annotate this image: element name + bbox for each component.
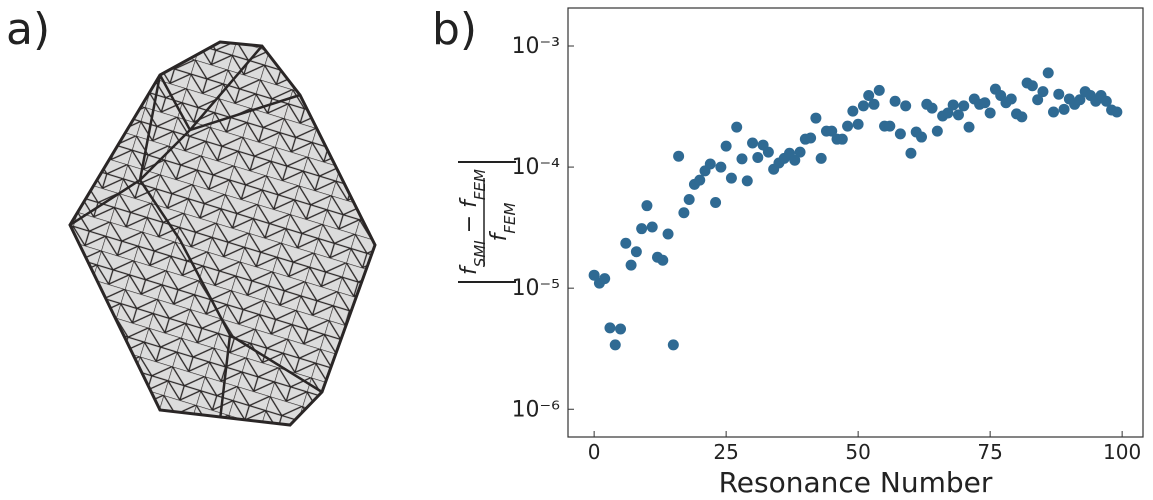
- point: [979, 97, 990, 108]
- point: [874, 85, 885, 96]
- point: [810, 113, 821, 124]
- panel-label: a): [6, 4, 50, 55]
- figure: a) b) 0 25 50 75 100 10⁻⁶ 10⁻⁵ 10⁻⁴ 10⁻³ Resonanc…: [0, 0, 1153, 500]
- point: [763, 147, 774, 158]
- mesh-illustration: [60, 30, 390, 440]
- point: [615, 324, 626, 335]
- y-tick-label: 10⁻³: [512, 34, 560, 59]
- point: [884, 121, 895, 132]
- point: [604, 322, 615, 333]
- point: [905, 148, 916, 159]
- point: [715, 162, 726, 173]
- point: [726, 173, 737, 184]
- point: [858, 100, 869, 111]
- x-tick-label: 100: [1103, 440, 1141, 464]
- point: [927, 103, 938, 114]
- x-tick-label: 75: [977, 440, 1002, 464]
- point: [847, 106, 858, 117]
- point: [668, 339, 679, 350]
- point: [636, 223, 647, 234]
- point: [721, 141, 732, 152]
- point: [1016, 111, 1027, 122]
- point: [985, 107, 996, 118]
- point: [1027, 80, 1038, 91]
- y-tick-label: 10⁻⁵: [512, 276, 560, 301]
- point: [890, 96, 901, 107]
- x-tick-label: 50: [845, 440, 870, 464]
- y-tick-label: 10⁻⁶: [512, 397, 561, 422]
- point: [795, 147, 806, 158]
- point: [1006, 94, 1017, 105]
- y-tick-label: 10⁻⁴: [512, 155, 561, 180]
- point: [647, 222, 658, 233]
- y-label-part: fFEM: [487, 203, 519, 242]
- point: [610, 339, 621, 350]
- point: [1048, 107, 1059, 118]
- point: [731, 122, 742, 133]
- point: [932, 126, 943, 137]
- point: [842, 121, 853, 132]
- y-label-text: SMI: [471, 240, 489, 267]
- point: [678, 207, 689, 218]
- point: [673, 151, 684, 162]
- point: [816, 153, 827, 164]
- point: [1111, 107, 1122, 118]
- point: [958, 100, 969, 111]
- point: [853, 119, 864, 130]
- point: [631, 246, 642, 257]
- point: [868, 99, 879, 110]
- point: [752, 152, 763, 163]
- point: [837, 134, 848, 145]
- point: [964, 122, 975, 133]
- point: [736, 153, 747, 164]
- y-label-text: FEM: [501, 203, 519, 234]
- point: [895, 128, 906, 139]
- point: [1043, 67, 1054, 78]
- point: [694, 175, 705, 186]
- x-tick-label: 0: [588, 440, 601, 464]
- point: [1059, 104, 1070, 115]
- point: [657, 255, 668, 266]
- point: [948, 99, 959, 110]
- x-axis-label: Resonance Number: [719, 466, 993, 499]
- point: [684, 194, 695, 205]
- point: [747, 138, 758, 149]
- point: [705, 159, 716, 170]
- point: [742, 175, 753, 186]
- point: [916, 132, 927, 143]
- point: [1037, 86, 1048, 97]
- point: [805, 132, 816, 143]
- panel-label: b): [432, 4, 477, 55]
- point: [641, 200, 652, 211]
- x-tick-label: 25: [713, 440, 738, 464]
- y-label-text: − f: [457, 197, 482, 240]
- point: [710, 197, 721, 208]
- point: [663, 229, 674, 240]
- y-label-text: FEM: [471, 169, 489, 200]
- point: [599, 273, 610, 284]
- point: [626, 260, 637, 271]
- point: [620, 238, 631, 249]
- point: [900, 100, 911, 111]
- point: [1053, 89, 1064, 100]
